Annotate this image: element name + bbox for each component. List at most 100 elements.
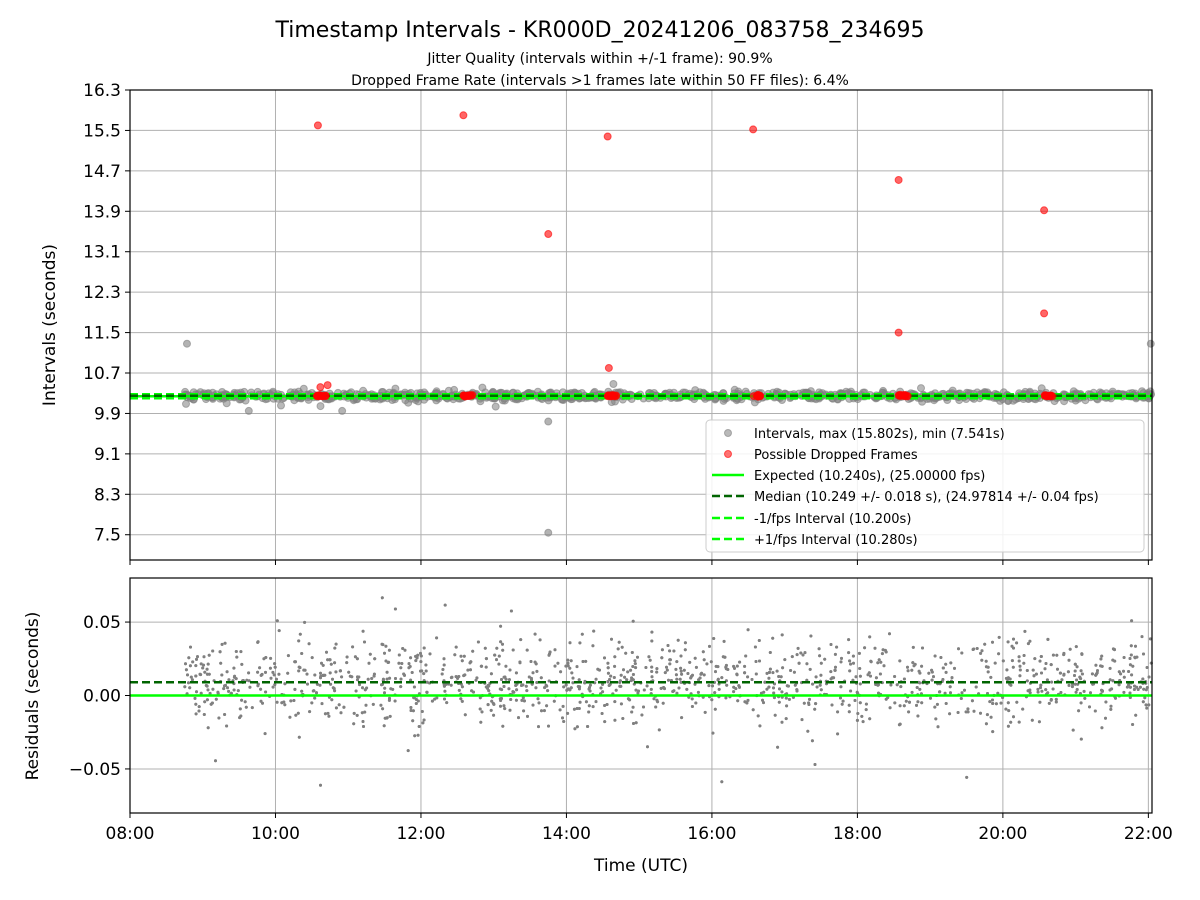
interval-point [478,383,487,392]
residual-point [672,649,676,653]
residual-point [463,673,467,677]
residual-point [818,654,822,658]
residual-point [781,666,785,670]
residual-point [986,665,990,669]
residual-point [790,655,794,659]
residual-point [331,677,334,681]
residual-point [489,672,493,676]
residual-point [829,677,833,681]
residual-point [745,701,749,705]
residual-point [983,642,987,646]
residual-point [358,683,361,687]
residual-point [606,680,610,684]
residual-point [716,677,720,681]
residual-point [310,701,314,705]
residual-point [807,701,811,705]
residual-point [677,686,681,690]
residual-point [874,676,878,680]
residual-point [851,678,855,682]
residual-point [409,678,413,682]
residual-point [474,678,478,682]
residual-point [300,689,304,693]
residual-point [275,700,279,704]
residual-point [283,703,287,707]
residual-point [1060,678,1064,682]
residual-point [361,686,364,690]
residual-point [449,683,453,687]
residual-point [537,701,541,705]
residual-point [645,684,649,688]
residual-point [206,662,210,666]
residual-point [1047,701,1051,705]
residual-point [470,689,474,693]
residual-point [416,653,420,657]
residual-point [709,660,713,664]
residual-point [777,675,781,678]
residual-point [247,679,251,683]
residual-point [735,672,739,676]
residual-point [428,652,432,656]
residual-point [603,720,607,724]
residual-point [553,648,557,652]
residual-point [591,705,595,709]
residual-point [1023,629,1027,633]
residual-point [819,661,823,665]
residual-point [1037,720,1041,724]
residual-point [499,624,503,628]
residual-point [1077,709,1081,713]
residual-point [530,682,534,686]
residual-point [693,656,697,660]
residual-point [650,670,654,673]
residual-point [811,682,815,686]
residual-point [772,696,776,700]
residual-point [345,655,349,659]
residual-point [767,676,771,680]
residual-point [1132,688,1136,691]
residual-point [650,665,654,669]
residual-point [795,653,799,657]
residual-point [303,620,307,624]
residual-point [624,651,628,655]
residual-point [206,726,210,730]
residual-point [1109,704,1113,708]
residual-point [948,685,952,689]
residual-point [422,646,426,650]
residual-point [878,672,882,676]
chart-subtitle-jitter: Jitter Quality (intervals within +/-1 fr… [426,51,772,67]
residual-point [381,677,385,681]
x-tick-label: 10:00 [251,824,300,844]
residual-point [814,702,818,706]
residual-point [1068,647,1072,651]
dropped-frame-point [749,125,758,134]
residual-point [575,665,579,669]
legend-intervals-label: Intervals, max (15.802s), min (7.541s) [754,427,1005,442]
residual-point [331,686,335,690]
residual-point [1134,644,1137,648]
residual-point [950,676,954,680]
residual-point [373,657,377,661]
residual-point [630,651,634,654]
residual-point [614,688,618,692]
chart-subtitle-dropped: Dropped Frame Rate (intervals >1 frames … [351,73,849,89]
residual-point [229,691,233,695]
dropped-frame-point [894,328,903,337]
residual-point [409,656,413,660]
residual-point [702,658,706,662]
residual-point [361,720,365,723]
residual-point [1045,678,1049,682]
residual-point [616,647,620,651]
residual-point [1062,653,1066,657]
residual-point [988,700,992,704]
residual-point [735,664,739,668]
residual-point [668,649,672,653]
residual-point [205,667,209,671]
residual-point [916,714,920,718]
residual-point [509,609,513,613]
residual-point [898,659,902,663]
residual-point [387,648,391,652]
residual-point [273,683,277,687]
residual-point [665,665,668,669]
residual-point [738,685,741,689]
residual-point [813,707,817,711]
residual-point [1145,686,1149,689]
